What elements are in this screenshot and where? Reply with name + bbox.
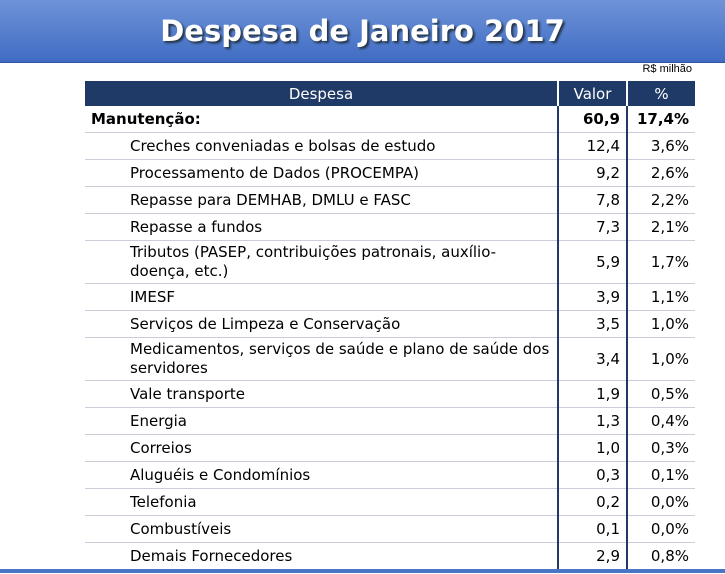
column-header: Valor — [557, 81, 627, 106]
table-row: Repasse a fundos 7,3 2,1% — [85, 213, 695, 241]
value-cell: 5,9 — [557, 240, 627, 284]
table-row: Serviços de Limpeza e Conservação 3,5 1,0% — [85, 310, 695, 338]
expense-label: Medicamentos, serviços de saúde e plano … — [85, 337, 558, 381]
value-cell: 3,4 — [557, 337, 627, 381]
value-cell: 12,4 — [557, 132, 627, 160]
table-row: Correios 1,0 0,3% — [85, 434, 695, 462]
table-row: Telefonia 0,2 0,0% — [85, 488, 695, 516]
percent-cell: 2,1% — [626, 213, 695, 241]
expense-table: Despesa Valor% Manutenção: 60,9 17,4% Creche… — [85, 81, 695, 570]
expense-label: Telefonia — [85, 488, 558, 516]
value-cell: 1,9 — [557, 380, 627, 408]
expense-label: Energia — [85, 407, 558, 435]
value-cell: 9,2 — [557, 159, 627, 187]
expense-label: Correios — [85, 434, 558, 462]
table-row: Creches conveniadas e bolsas de estudo 12… — [85, 132, 695, 160]
value-cell: 2,9 — [557, 542, 627, 570]
percent-cell: 17,4% — [626, 106, 695, 133]
percent-cell: 0,8% — [626, 542, 695, 570]
value-cell: 0,2 — [557, 488, 627, 516]
table-row: Energia 1,3 0,4% — [85, 407, 695, 435]
expense-label: Processamento de Dados (PROCEMPA) — [85, 159, 558, 187]
percent-cell: 2,2% — [626, 186, 695, 214]
percent-cell: 1,1% — [626, 283, 695, 311]
expense-label: Manutenção: — [85, 106, 558, 133]
table-row: Vale transporte 1,9 0,5% — [85, 380, 695, 408]
table-row: IMESF 3,9 1,1% — [85, 283, 695, 311]
value-cell: 1,3 — [557, 407, 627, 435]
header-row: Despesa Valor% — [85, 81, 695, 106]
percent-cell: 2,6% — [626, 159, 695, 187]
value-cell: 7,3 — [557, 213, 627, 241]
percent-cell: 0,4% — [626, 407, 695, 435]
value-cell: 60,9 — [557, 106, 627, 133]
expense-label: Combustíveis — [85, 515, 558, 543]
value-cell: 0,1 — [557, 515, 627, 543]
percent-cell: 1,7% — [626, 240, 695, 284]
expense-label: Aluguéis e Condomínios — [85, 461, 558, 489]
value-cell: 1,0 — [557, 434, 627, 462]
expense-label: Creches conveniadas e bolsas de estudo — [85, 132, 558, 160]
expense-label: Tributos (PASEP, contribuições patronais… — [85, 240, 558, 284]
title-bar — [0, 0, 725, 63]
table-row: Medicamentos, serviços de saúde e plano … — [85, 337, 695, 381]
percent-cell: 0,3% — [626, 434, 695, 462]
bottom-line — [0, 569, 725, 573]
table-row: Combustíveis 0,1 0,0% — [85, 515, 695, 543]
percent-cell: 0,5% — [626, 380, 695, 408]
value-cell: 0,3 — [557, 461, 627, 489]
percent-cell: 1,0% — [626, 310, 695, 338]
table-row: Demais Fornecedores 2,9 0,8% — [85, 542, 695, 570]
column-header: Despesa — [85, 81, 558, 106]
expense-label: Demais Fornecedores — [85, 542, 558, 570]
percent-cell: 0,1% — [626, 461, 695, 489]
expense-label: Repasse para DEMHAB, DMLU e FASC — [85, 186, 558, 214]
table-row: Aluguéis e Condomínios 0,3 0,1% — [85, 461, 695, 489]
title: Despesa de Janeiro 2017 — [160, 14, 565, 48]
table-row: Repasse para DEMHAB, DMLU e FASC 7,8 2,2% — [85, 186, 695, 214]
value-cell: 3,9 — [557, 283, 627, 311]
percent-cell: 3,6% — [626, 132, 695, 160]
table-row: Tributos (PASEP, contribuições patronais… — [85, 240, 695, 284]
table-row: Processamento de Dados (PROCEMPA) 9,2 2,6% — [85, 159, 695, 187]
expense-label: Vale transporte — [85, 380, 558, 408]
column-header: % — [626, 81, 695, 106]
table-row: Manutenção: 60,9 17,4% — [85, 106, 695, 133]
expense-label: Repasse a fundos — [85, 213, 558, 241]
value-cell: 7,8 — [557, 186, 627, 214]
expense-label: IMESF — [85, 283, 558, 311]
percent-cell: 0,0% — [626, 515, 695, 543]
unit-label: R$ milhão — [642, 63, 692, 75]
percent-cell: 1,0% — [626, 337, 695, 381]
percent-cell: 0,0% — [626, 488, 695, 516]
table-body: Manutenção: 60,9 17,4% Creches conveniadas … — [85, 106, 695, 570]
value-cell: 3,5 — [557, 310, 627, 338]
expense-label: Serviços de Limpeza e Conservação — [85, 310, 558, 338]
